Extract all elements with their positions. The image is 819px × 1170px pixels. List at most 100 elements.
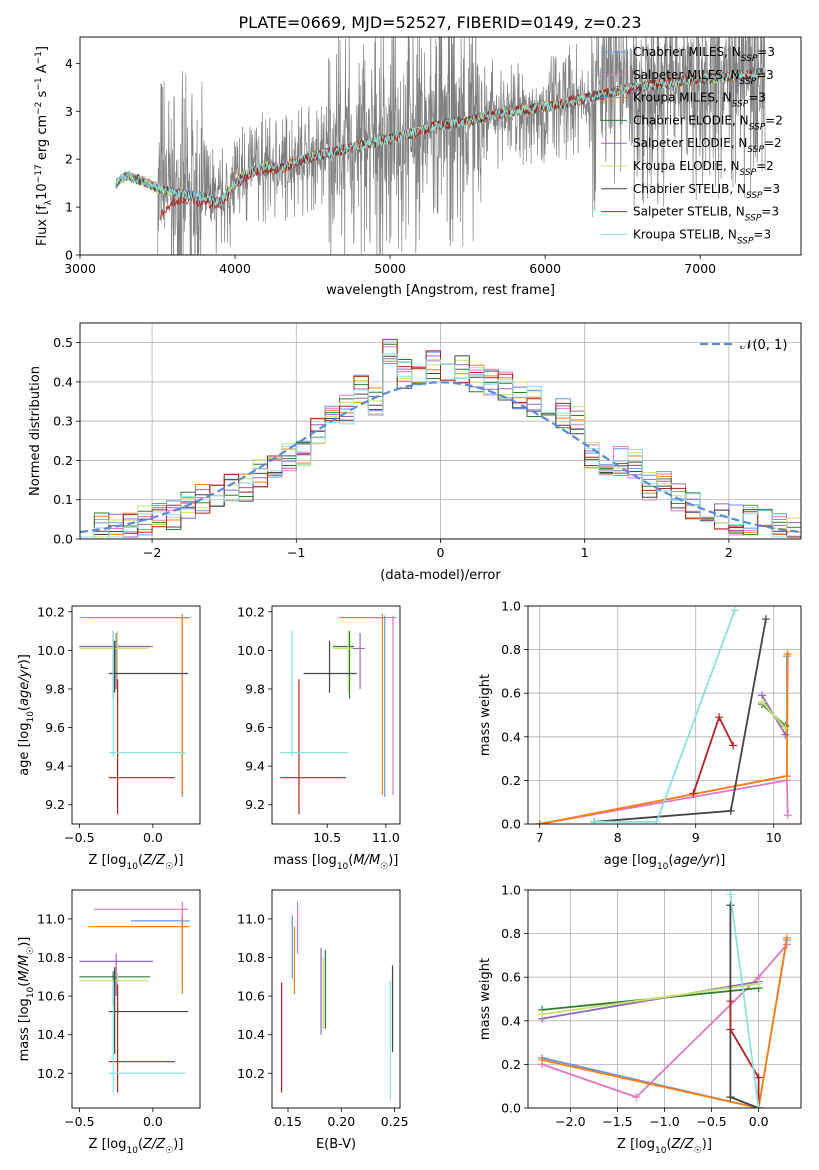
label-part: −1 (34, 51, 44, 64)
axes-frame (79, 322, 802, 540)
label-part: mass [log (274, 853, 337, 868)
chart-mass_vs_Z: −0.5 0.010.210.410.610.811.0Z [log10(Z/Z☉… (17, 889, 201, 1156)
label-part: 10 (657, 862, 669, 872)
y-axis-label: Normed distribution (28, 366, 43, 496)
legend-entry: Salpeter STELIB, NSSP=3 (633, 205, 779, 224)
label-part: =2 (765, 113, 783, 127)
x-tick-label: 7 (536, 830, 544, 845)
weight-marker (535, 820, 544, 824)
weight-marker (689, 789, 698, 798)
legend-entry: Chabrier STELIB, NSSP=3 (633, 182, 780, 201)
legend-entry: Kroupa MILES, NSSP=3 (633, 91, 766, 110)
axes-frame (71, 605, 201, 825)
weight-line (541, 980, 759, 1020)
y-tick-label: 9.6 (245, 720, 265, 735)
label-part: M/M (17, 955, 32, 982)
label-part: ( (348, 853, 353, 868)
y-tick-label: 9.6 (45, 720, 65, 735)
y-axis-label: age [log10(age/yr)] (17, 654, 36, 776)
label-part: ☉ (165, 1146, 173, 1156)
label-part: ( (138, 1137, 143, 1152)
x-tick-label: −2.0 (555, 1114, 585, 1129)
y-tick-label: 0.5 (53, 335, 73, 350)
label-part: Z [log (89, 1137, 127, 1152)
label-part: E(B-V) (316, 1137, 356, 1152)
label-part: Z/Z (671, 1137, 695, 1152)
label-part: ☉ (165, 862, 173, 872)
y-tick-label: 10.0 (237, 643, 265, 658)
weight-marker (782, 772, 791, 781)
label-part: 10 (26, 986, 36, 998)
label-part: Flux [f (35, 205, 50, 246)
label-part: SSP (740, 168, 757, 178)
weight-line (692, 714, 734, 794)
axes-frame (527, 889, 802, 1109)
x-tick-label: 0.0 (143, 1114, 163, 1129)
label-part: 10 (35, 183, 50, 200)
x-tick-label: −1.5 (602, 1114, 632, 1129)
weight-marker (726, 901, 735, 910)
label-part: Salpeter ELODIE, N (633, 136, 747, 150)
y-tick-label: 10.2 (237, 1066, 265, 1081)
y-tick-label: 0.4 (501, 729, 521, 744)
y-tick-label: 0.6 (501, 686, 521, 701)
weight-marker (726, 890, 735, 899)
x-tick-label: 7000 (684, 261, 716, 276)
grid (528, 605, 801, 825)
label-part: SSP (732, 100, 749, 110)
label-part: s (35, 90, 50, 101)
label-part: 10 (126, 862, 138, 872)
weight-marker (632, 1093, 641, 1102)
label-part: SSP (749, 122, 766, 132)
legend-entry: Kroupa STELIB, NSSP=3 (633, 227, 771, 246)
x-tick-label: 1 (581, 545, 589, 560)
label-part: Z/Z (142, 853, 166, 868)
label-part: Kroupa ELODIE, N (633, 159, 740, 173)
x-tick-label: 5000 (374, 261, 406, 276)
label-part: ☉ (26, 947, 36, 955)
y-tick-label: 2 (65, 152, 73, 167)
label-part: A (35, 64, 50, 77)
y-tick-label: 0.8 (501, 642, 521, 657)
y-tick-label: 0.3 (53, 414, 73, 429)
weight-marker (758, 697, 766, 706)
label-part: =3 (756, 68, 774, 82)
chart-weight_vs_Z: −2.0 −1.5 −1.0 −0.5 0.0 0.0 0.2 0.4 0.6 0.8 1.0 Z [… (478, 883, 802, 1156)
y-tick-label: 1.0 (501, 599, 521, 614)
x-tick-label: −0.5 (64, 1114, 94, 1129)
weight-marker (754, 1073, 763, 1082)
label-part: ( (666, 1137, 671, 1152)
label-part: Kroupa STELIB, N (633, 227, 737, 241)
label-part: )] (702, 1137, 712, 1152)
label-part: Chabrier MILES, N (633, 45, 741, 59)
weight-marker (590, 817, 599, 824)
x-tick-label: 8 (614, 830, 622, 845)
x-tick-label: 9 (692, 830, 700, 845)
x-axis-label: (data-model)/error (380, 568, 501, 583)
plot-area (281, 901, 394, 1101)
weight-marker (538, 1010, 547, 1019)
plot-area (538, 890, 791, 1108)
label-part: =2 (764, 136, 782, 150)
label-part: ☉ (694, 1146, 702, 1156)
label-part: ( (138, 853, 143, 868)
y-tick-label: 0.0 (501, 1101, 521, 1116)
label-part: 10 (337, 862, 349, 872)
x-axis-label: Z [log10(Z/Z☉)] (89, 853, 184, 872)
plot-area (535, 606, 792, 824)
weight-line (539, 653, 789, 824)
label-part: )] (17, 937, 32, 947)
label-part: =3 (748, 91, 766, 105)
y-tick-label: 9.4 (245, 759, 265, 774)
axes-frame (271, 889, 401, 1109)
weight-marker (729, 741, 738, 750)
y-tick-label: 10.2 (37, 604, 65, 619)
x-tick-label: 0.25 (381, 1114, 409, 1129)
y-axis-label: mass weight (478, 674, 493, 756)
label-part: SSP (737, 236, 754, 246)
x-axis-label: mass [log10(M/M☉)] (274, 853, 399, 872)
label-part: =3 (761, 205, 779, 219)
y-tick-label: 10.2 (237, 604, 265, 619)
